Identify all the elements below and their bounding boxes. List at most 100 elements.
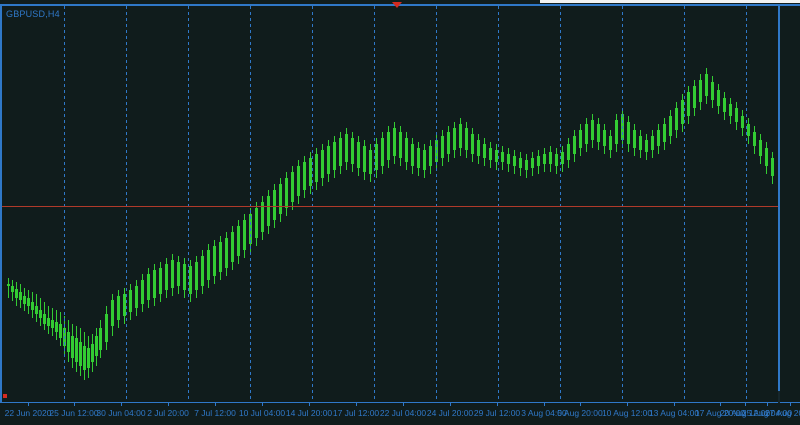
candle [561,146,564,172]
window-top-edge [540,0,800,3]
axis-label-5: 10 Jul 04:00 [238,408,286,418]
axis-label-16: 20 Aug 12:00 [719,408,771,418]
candle [159,262,162,302]
candle [417,142,420,176]
candle [11,280,14,301]
candle [405,132,408,170]
candle [579,124,582,156]
axis-label-7: 17 Jul 12:00 [332,408,380,418]
candle [573,130,576,162]
candle [23,288,26,311]
candle [285,172,288,216]
candle [675,102,678,138]
candle [681,94,684,132]
candle [51,308,54,336]
candle [723,92,726,120]
candle [639,130,642,158]
candle [315,148,318,190]
axis-label-1: 25 Jun 12:00 [49,408,99,418]
candle [183,258,186,298]
candle [369,144,372,182]
candle [87,336,90,378]
candle [59,312,62,346]
candle [453,122,456,158]
candle [729,98,732,124]
sell-arrow-marker[interactable] [392,2,402,8]
axis-tick-13 [627,403,628,406]
candle [47,306,50,334]
candle [141,274,144,312]
candle [351,132,354,172]
candle [243,214,246,258]
gridline-1 [126,6,127,402]
candle [657,124,660,154]
candle [43,302,46,330]
candle [735,102,738,130]
candle [67,320,70,362]
axis-tick-11 [544,403,545,406]
candle [55,310,58,340]
candle [663,118,666,150]
price-chart-plot-area[interactable] [2,6,778,402]
axis-tick-17 [767,403,768,406]
candle [765,142,768,174]
axis-tick-7 [356,403,357,406]
candle [117,290,120,328]
candle [615,114,618,152]
candle [411,138,414,174]
price-level-line[interactable] [2,206,778,207]
candle [627,116,630,152]
axis-label-10: 29 Jul 12:00 [473,408,521,418]
candle [507,148,510,172]
candle [381,132,384,174]
candle [135,280,138,316]
axis-label-14: 13 Aug 04:00 [648,408,700,418]
candle [531,152,534,176]
candle [105,306,108,350]
candle [447,126,450,162]
axis-tick-14 [674,403,675,406]
candle [123,288,126,324]
axis-tick-18 [790,403,791,406]
candle [465,122,468,158]
axis-label-17: 25 Aug 04:00 [741,408,793,418]
candle [333,136,336,178]
candle [591,114,594,148]
axis-tick-8 [403,403,404,406]
candle [99,320,102,358]
candle [741,110,744,136]
candle [321,144,324,186]
time-axis[interactable]: 22 Jun 2020 25 Jun 12:00 30 Jun 04:00 2 Jul… [0,403,800,425]
axis-tick-0 [28,403,29,406]
candle [549,146,552,172]
candle [111,294,114,336]
axis-tick-6 [309,403,310,406]
gridline-3 [250,6,251,402]
candle [597,118,600,150]
candle [717,84,720,114]
axis-label-2: 30 Jun 04:00 [96,408,146,418]
candle [399,126,402,166]
gridline-5 [374,6,375,402]
axis-tick-2 [121,403,122,406]
axis-tick-3 [168,403,169,406]
axis-label-11: 3 Aug 04:00 [521,408,567,418]
candle [501,146,504,170]
candle [79,328,82,376]
candle [519,152,522,176]
candle [753,126,756,154]
axis-label-13: 10 Aug 12:00 [601,408,653,418]
gridline-11 [746,6,747,402]
candle [219,236,222,280]
candle [177,256,180,294]
candle [537,150,540,174]
candle [261,196,264,240]
candle [771,152,774,184]
chart-border-left [0,4,2,403]
candlestick-series [7,68,774,380]
chart-origin-marker[interactable] [3,394,7,398]
candle [7,278,10,298]
axis-label-18: 27 Aug 20:00 [764,408,800,418]
candle [231,226,234,270]
